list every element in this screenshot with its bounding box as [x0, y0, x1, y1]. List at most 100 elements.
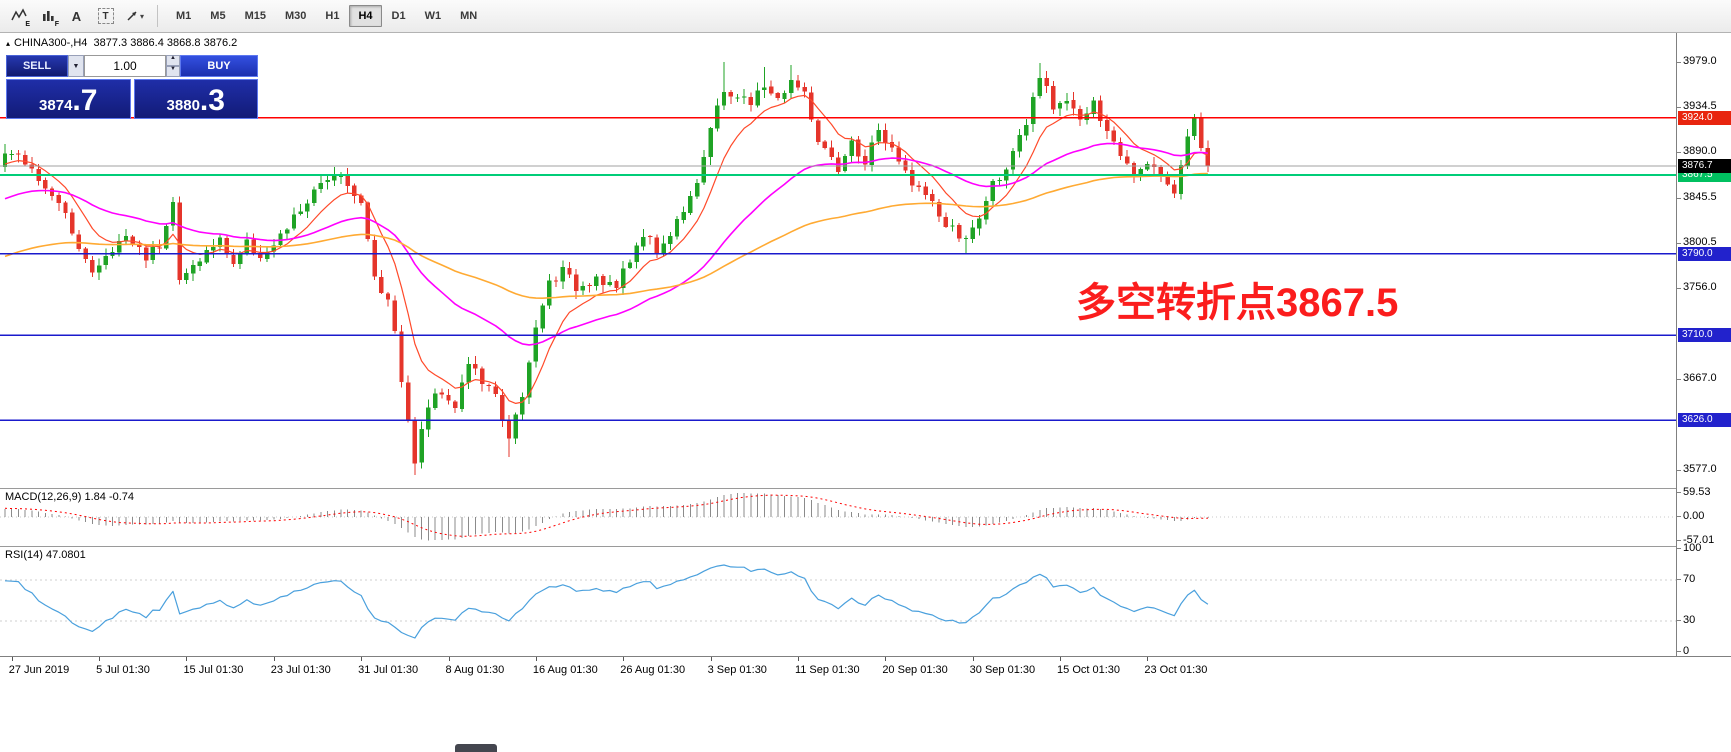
- axis-tick: [1677, 620, 1681, 621]
- draw-arrow-icon[interactable]: ▾: [121, 4, 148, 28]
- buy-button[interactable]: BUY: [180, 55, 258, 77]
- price-axis-label: 3890.0: [1683, 145, 1717, 158]
- rsi-label: RSI(14) 47.0801: [5, 549, 86, 561]
- time-axis-label: 23 Oct 01:30: [1144, 664, 1208, 676]
- time-tick: [99, 657, 101, 661]
- axis-tick: [1677, 62, 1681, 63]
- time-tick: [885, 657, 887, 661]
- macd-axis-label: -57.01: [1683, 534, 1715, 546]
- timeframe-w1[interactable]: W1: [424, 10, 442, 22]
- macd-surface[interactable]: [0, 489, 1676, 546]
- rsi-axis-label: 30: [1683, 614, 1696, 626]
- timeframe-m5[interactable]: M5: [210, 10, 226, 22]
- time-tick: [797, 657, 799, 661]
- macd-label: MACD(12,26,9) 1.84 -0.74: [5, 491, 135, 503]
- volume-dropdown-button[interactable]: ▼: [68, 55, 84, 77]
- buy-price-main: 3880: [166, 97, 200, 114]
- ma-9-line: [4, 94, 1209, 404]
- indicators-icon-badge: F: [54, 21, 59, 28]
- trade-controls-row: SELL ▼ 1.00 ▲ ▼ BUY: [6, 55, 258, 77]
- volume-down-button[interactable]: ▼: [166, 66, 180, 77]
- axis-tick: [1677, 243, 1681, 245]
- symbol-ohlc: 3877.3 3886.4 3868.8 3876.2: [93, 37, 238, 49]
- sell-price-main: 3874: [39, 97, 73, 114]
- price-axis-label: 3800.5: [1683, 236, 1717, 249]
- sell-price-pips: .7: [72, 84, 98, 117]
- trade-prices-row: 3874.7 3880.3: [6, 79, 258, 119]
- price-level-tag-3626.0: 3626.0: [1678, 413, 1731, 428]
- price-level-tag-3790.0: 3790.0: [1678, 246, 1731, 261]
- indicators-icon[interactable]: F: [34, 4, 61, 28]
- rsi-axis-label: 0: [1683, 644, 1690, 657]
- buy-price-pips: .3: [199, 84, 225, 117]
- time-axis-label: 11 Sep 01:30: [794, 664, 860, 676]
- axis-tick: [1677, 650, 1681, 652]
- toolbar: E F A T ▾ M1 M5 M15 M30 H1 H4 D1 W1 MN: [0, 0, 1731, 33]
- price-axis-label: 3979.0: [1683, 55, 1717, 67]
- timeframe-mn[interactable]: MN: [460, 10, 478, 22]
- timeframe-m1[interactable]: M1: [176, 10, 192, 22]
- time-axis-label: 3 Sep 01:30: [707, 664, 767, 676]
- toolbar-icon-group: E F A T ▾: [5, 4, 148, 28]
- symbol-header: ▴ CHINA300-,H4 3877.3 3886.4 3868.8 3876.…: [6, 37, 237, 49]
- axis-tick: [1677, 540, 1681, 541]
- candles-layer: [2, 62, 1211, 476]
- time-tick: [1147, 657, 1149, 661]
- timeframe-bar: M1 M5 M15 M30 H1 H4 D1 W1 MN: [167, 5, 486, 27]
- buy-price-box[interactable]: 3880.3: [133, 79, 258, 119]
- bid-price-tag: 3876.7: [1678, 158, 1731, 173]
- macd-signal-line: [4, 494, 1208, 537]
- timeframe-m15[interactable]: M15: [244, 10, 266, 22]
- dropdown-caret-icon: ▾: [139, 11, 144, 21]
- time-tick: [273, 657, 275, 661]
- chart-annotation-text: 多空转折点3867.5: [1076, 281, 1399, 325]
- axis-tick: [1677, 492, 1681, 493]
- screen-edge-fragment: [455, 744, 497, 752]
- time-tick: [710, 657, 712, 661]
- rsi-axis-label: 70: [1683, 573, 1696, 585]
- time-axis-label: 8 Aug 01:30: [445, 664, 505, 676]
- axis-tick: [1677, 197, 1681, 199]
- axis-tick: [1677, 470, 1681, 472]
- time-tick: [186, 657, 188, 661]
- textbox-icon-glyph: T: [97, 8, 114, 24]
- rsi-axis-label: 100: [1683, 542, 1702, 555]
- time-tick: [535, 657, 537, 661]
- time-tick: [1060, 657, 1062, 661]
- chart-expert-icon-badge: E: [25, 21, 30, 28]
- sell-price-box[interactable]: 3874.7: [6, 79, 131, 119]
- rsi-panel: RSI(14) 47.0801: [0, 546, 1676, 656]
- volume-up-button[interactable]: ▲: [166, 55, 180, 66]
- volume-input[interactable]: 1.00: [84, 55, 166, 77]
- time-axis-label: 15 Oct 01:30: [1057, 664, 1121, 676]
- textbox-icon[interactable]: T: [92, 4, 119, 28]
- sell-button[interactable]: SELL: [6, 55, 68, 77]
- main-chart-panel: ▴ CHINA300-,H4 3877.3 3886.4 3868.8 3876.…: [0, 33, 1676, 488]
- axis-tick: [1677, 548, 1681, 550]
- time-axis: 27 Jun 2019 5 Jul 01:30 15 Jul 01:30 23 Jul…: [0, 656, 1731, 684]
- price-level-tag-3924.0: 3924.0: [1678, 110, 1731, 125]
- time-axis-label: 16 Aug 01:30: [532, 664, 598, 676]
- axis-tick: [1677, 107, 1681, 109]
- timeframe-h4[interactable]: H4: [349, 5, 382, 27]
- time-axis-label: 5 Jul 01:30: [96, 664, 150, 676]
- text-annotation-icon[interactable]: A: [63, 4, 90, 28]
- one-click-trade-panel: SELL ▼ 1.00 ▲ ▼ BUY 3874.7 3880.3: [6, 55, 258, 119]
- text-annotation-icon-glyph: A: [71, 8, 82, 24]
- moving-averages-layer: [4, 94, 1209, 404]
- time-axis-label: 30 Sep 01:30: [969, 664, 1036, 676]
- time-tick: [972, 657, 974, 661]
- main-chart-surface[interactable]: [0, 33, 1676, 488]
- price-level-tag-3710.0: 3710.0: [1678, 328, 1731, 343]
- expander-icon[interactable]: ▴: [6, 39, 11, 48]
- axis-tick: [1677, 516, 1681, 517]
- timeframe-d1[interactable]: D1: [391, 10, 406, 22]
- price-axis-label: 3667.0: [1683, 371, 1717, 384]
- ma-36-line: [4, 142, 1208, 346]
- rsi-surface[interactable]: [0, 547, 1676, 656]
- timeframe-m30[interactable]: M30: [284, 10, 307, 22]
- timeframe-h1[interactable]: H1: [325, 10, 340, 22]
- time-tick: [11, 657, 13, 661]
- chart-expert-icon[interactable]: E: [5, 4, 32, 28]
